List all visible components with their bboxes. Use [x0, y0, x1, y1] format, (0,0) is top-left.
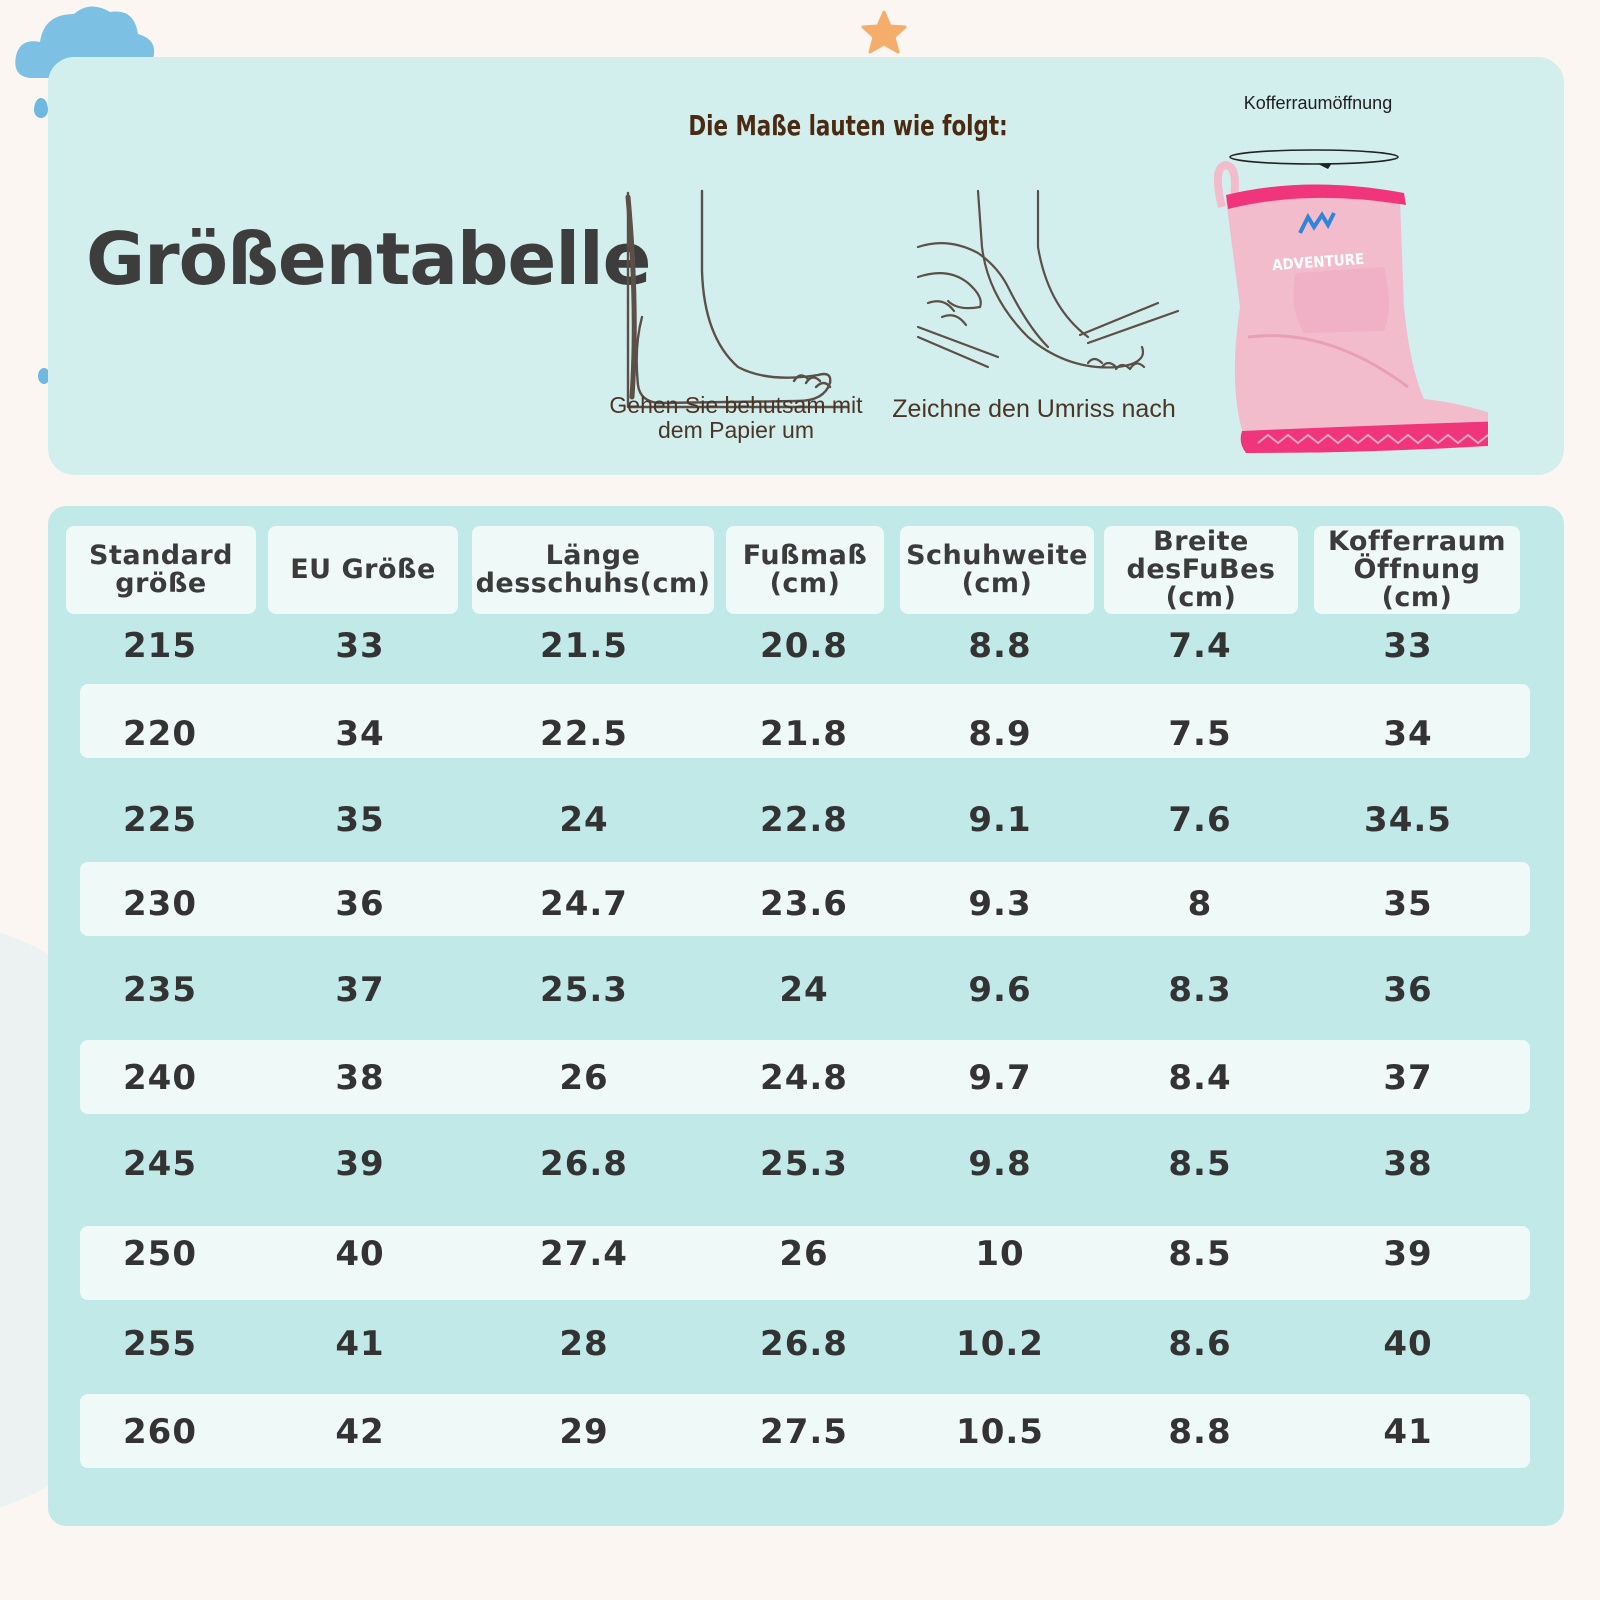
table-cell: 9.7 [968, 1058, 1032, 1098]
table-cell: 29 [559, 1412, 609, 1452]
table-cell: 8.9 [968, 714, 1032, 754]
trace-outline-illustration [916, 189, 1180, 371]
table-cell: 8.8 [1168, 1412, 1232, 1452]
table-cell: 21.5 [540, 626, 628, 666]
column-header: Schuhweite (cm) [900, 526, 1094, 614]
table-cell: 220 [123, 714, 197, 754]
table-cell: 9.1 [968, 800, 1032, 840]
table-cell: 26 [559, 1058, 609, 1098]
table-cell: 230 [123, 884, 197, 924]
table-cell: 36 [335, 884, 385, 924]
column-header: EU Größe [268, 526, 458, 614]
table-cell: 9.3 [968, 884, 1032, 924]
table-cell: 26.8 [540, 1144, 628, 1184]
table-cell: 34 [1383, 714, 1433, 754]
column-header: Kofferraum Öffnung (cm) [1314, 526, 1520, 614]
table-cell: 24 [779, 970, 829, 1010]
step1-caption: Gehen Sie behutsam mit dem Papier um [609, 392, 863, 443]
table-cell: 42 [335, 1412, 385, 1452]
star-icon [861, 10, 907, 54]
foot-against-wall-illustration [625, 189, 848, 409]
table-cell: 260 [123, 1412, 197, 1452]
size-table: Standard größe EU Größe Länge desschuhs(cm… [48, 506, 1564, 1526]
table-cell: 10 [975, 1234, 1025, 1274]
step2-caption: Zeichne den Umriss nach [892, 395, 1176, 423]
table-cell: 20.8 [760, 626, 848, 666]
table-cell: 240 [123, 1058, 197, 1098]
row-stripe [80, 1040, 1530, 1114]
row-stripe [80, 1394, 1530, 1468]
table-cell: 34 [335, 714, 385, 754]
column-header: Fußmaß (cm) [726, 526, 884, 614]
table-cell: 24 [559, 800, 609, 840]
table-cell: 255 [123, 1324, 197, 1364]
boot-product-image: Kofferraumöffnung ADVENTURE [1148, 87, 1488, 467]
table-cell: 28 [559, 1324, 609, 1364]
table-cell: 8.8 [968, 626, 1032, 666]
table-cell: 27.5 [760, 1412, 848, 1452]
table-cell: 26.8 [760, 1324, 848, 1364]
table-cell: 8.3 [1168, 970, 1232, 1010]
opening-arrow-icon [1213, 149, 1488, 453]
table-cell: 39 [335, 1144, 385, 1184]
measurement-heading: Die Maße lauten wie folgt: [688, 109, 1008, 142]
table-cell: 38 [335, 1058, 385, 1098]
table-cell: 38 [1383, 1144, 1433, 1184]
table-cell: 37 [1383, 1058, 1433, 1098]
table-cell: 37 [335, 970, 385, 1010]
table-cell: 36 [1383, 970, 1433, 1010]
table-cell: 23.6 [760, 884, 848, 924]
table-cell: 7.6 [1168, 800, 1232, 840]
table-cell: 35 [1383, 884, 1433, 924]
table-cell: 22.5 [540, 714, 628, 754]
table-cell: 41 [1383, 1412, 1433, 1452]
table-cell: 24.8 [760, 1058, 848, 1098]
table-cell: 8.4 [1168, 1058, 1232, 1098]
table-cell: 39 [1383, 1234, 1433, 1274]
table-cell: 21.8 [760, 714, 848, 754]
table-cell: 250 [123, 1234, 197, 1274]
row-stripe [80, 862, 1530, 936]
table-cell: 10.2 [956, 1324, 1044, 1364]
table-cell: 41 [335, 1324, 385, 1364]
table-cell: 7.4 [1168, 626, 1232, 666]
table-cell: 8 [1187, 884, 1213, 924]
boot-opening-label: Kofferraumöffnung [1243, 93, 1393, 113]
table-cell: 9.6 [968, 970, 1032, 1010]
table-cell: 40 [1383, 1324, 1433, 1364]
table-cell: 8.6 [1168, 1324, 1232, 1364]
table-cell: 22.8 [760, 800, 848, 840]
page-title: Größentabelle [86, 217, 652, 301]
table-cell: 10.5 [956, 1412, 1044, 1452]
table-cell: 25.3 [540, 970, 628, 1010]
table-cell: 215 [123, 626, 197, 666]
column-header: Standard größe [66, 526, 256, 614]
table-cell: 40 [335, 1234, 385, 1274]
table-cell: 34.5 [1364, 800, 1452, 840]
row-stripe [80, 1226, 1530, 1300]
table-cell: 35 [335, 800, 385, 840]
instruction-panel: Größentabelle Die Maße lauten wie folgt:… [48, 57, 1564, 475]
table-cell: 33 [1383, 626, 1433, 666]
table-cell: 7.5 [1168, 714, 1232, 754]
raindrop-icon [38, 368, 50, 384]
column-header: Länge desschuhs(cm) [472, 526, 714, 614]
table-cell: 225 [123, 800, 197, 840]
table-cell: 245 [123, 1144, 197, 1184]
column-header: Breite desFuBes (cm) [1104, 526, 1298, 614]
table-cell: 8.5 [1168, 1234, 1232, 1274]
table-cell: 27.4 [540, 1234, 628, 1274]
table-cell: 8.5 [1168, 1144, 1232, 1184]
table-cell: 25.3 [760, 1144, 848, 1184]
table-cell: 9.8 [968, 1144, 1032, 1184]
table-cell: 235 [123, 970, 197, 1010]
table-cell: 33 [335, 626, 385, 666]
raindrop-icon [34, 98, 48, 118]
row-stripe [80, 684, 1530, 758]
table-cell: 26 [779, 1234, 829, 1274]
table-cell: 24.7 [540, 884, 628, 924]
